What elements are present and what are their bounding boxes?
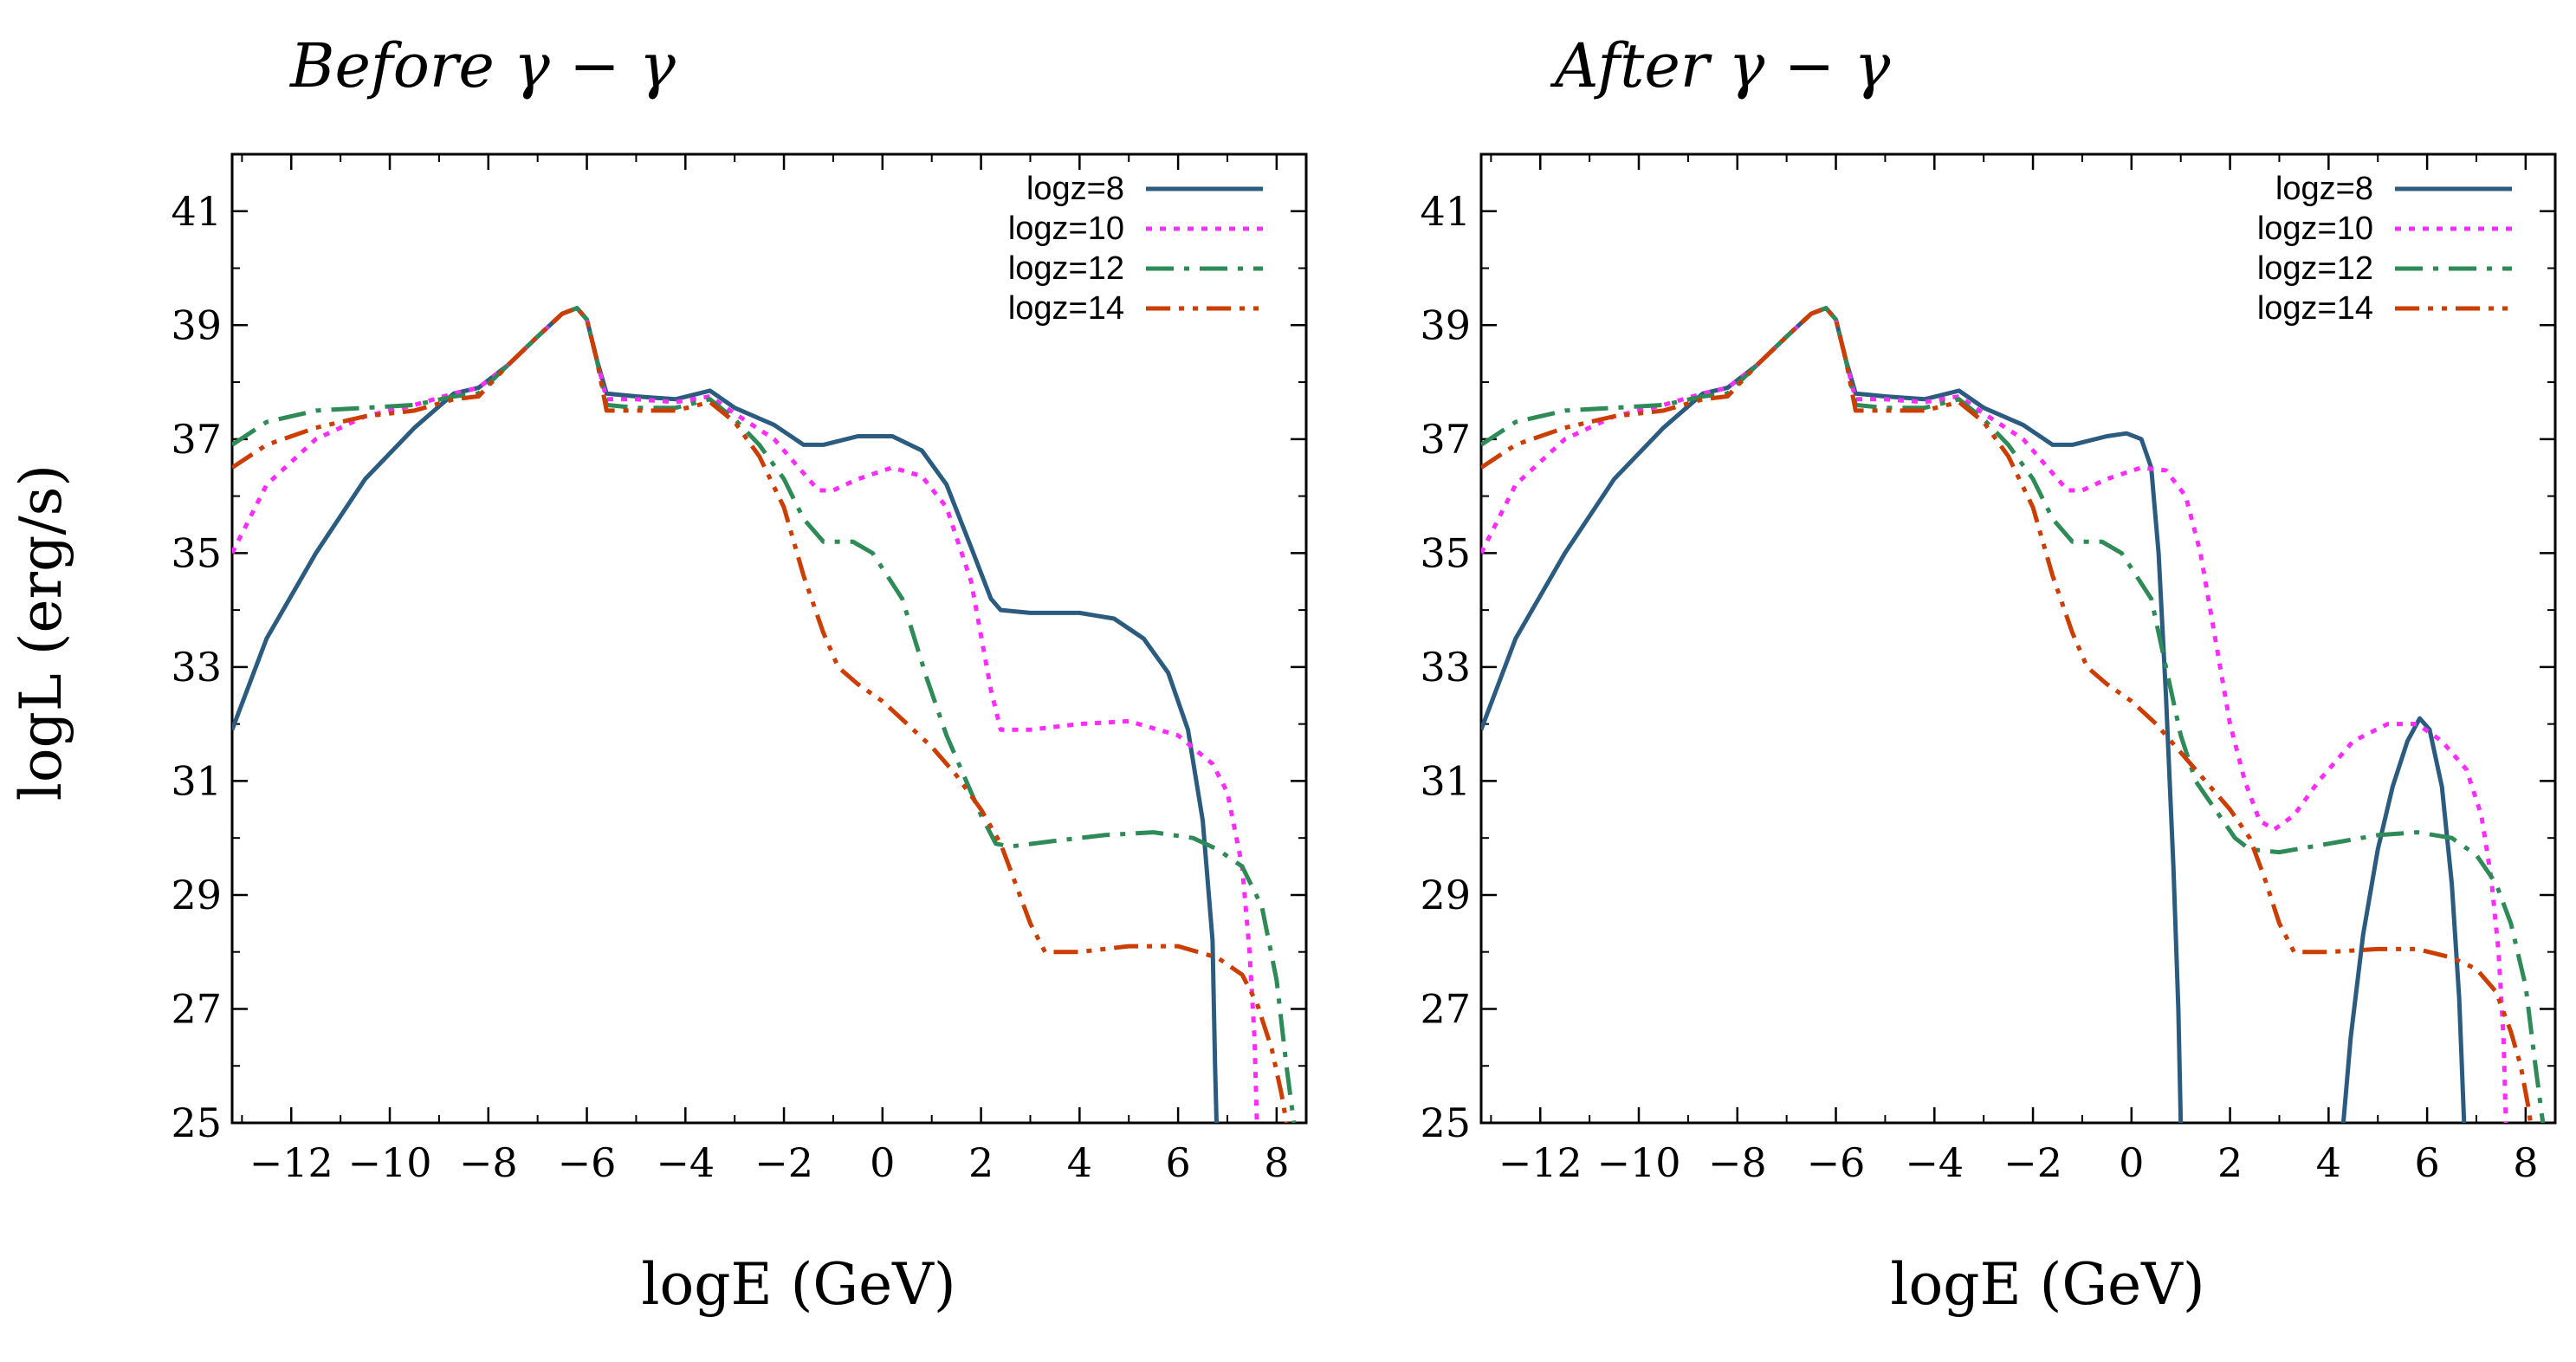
series-line-logz-12 [232, 306, 1297, 1123]
series-line-logz-10 [1481, 306, 2508, 1123]
x-tick-label: 0 [2119, 1139, 2144, 1186]
legend-label: logz=14 [1008, 290, 1124, 327]
plot-frame [230, 152, 1308, 1125]
x-tick-label: 8 [1264, 1139, 1289, 1186]
x-tick-label: −8 [459, 1139, 518, 1186]
legend-label: logz=8 [2275, 171, 2373, 207]
x-tick-label: −6 [558, 1139, 617, 1186]
chart-panel-before: Before γ − γ logE (GeV) −12 −10 −8 −6 −4 −2 0 2 4 6… [171, 30, 1308, 1318]
x-tick-label: −10 [1596, 1139, 1680, 1186]
x-tick-label: 0 [870, 1139, 895, 1186]
series-line-logz-8 [232, 306, 1219, 1123]
plot-frame [1479, 152, 2557, 1125]
series-line-logz-10 [232, 306, 1259, 1123]
x-tick-label: −12 [249, 1139, 333, 1186]
series-line-logz-12 [1481, 306, 2546, 1123]
y-tick-label: 25 [1420, 1099, 1471, 1146]
x-tick-label: 8 [2513, 1139, 2538, 1186]
x-tick-label: −4 [656, 1139, 715, 1186]
x-tick-label: −8 [1708, 1139, 1767, 1186]
x-tick-label: −10 [347, 1139, 431, 1186]
x-tick-label: −4 [1905, 1139, 1964, 1186]
legend-label: logz=10 [2257, 211, 2373, 247]
y-axis-label: logL (erg/s) [8, 464, 74, 801]
x-tick-label: −2 [2003, 1139, 2062, 1186]
y-tick-label: 27 [171, 985, 222, 1032]
x-axis-label: logE (GeV) [641, 1251, 955, 1318]
y-tick-label: 33 [171, 644, 222, 691]
y-tick-label: 31 [1420, 757, 1471, 804]
y-tick-label: 29 [1420, 872, 1471, 918]
chart-title: After γ − γ [1550, 30, 1890, 101]
y-tick-label: 31 [171, 757, 222, 804]
series-line-logz-14 [1481, 306, 2534, 1123]
series-line-logz-14 [232, 306, 1289, 1123]
series-line-logz-8 [2340, 716, 2467, 1123]
legend-label: logz=8 [1026, 171, 1124, 207]
y-tick-label: 37 [1420, 416, 1471, 463]
chart-panel-after: After γ − γ logE (GeV) −12 −10 −8 −6 −4 −2 0 2 4 6 8… [1420, 30, 2557, 1318]
y-tick-label: 37 [171, 416, 222, 463]
x-tick-label: −6 [1807, 1139, 1866, 1186]
y-tick-label: 35 [1420, 529, 1471, 576]
y-tick-label: 27 [1420, 985, 1471, 1032]
legend-label: logz=12 [1008, 250, 1124, 287]
x-axis-label: logE (GeV) [1890, 1251, 2204, 1318]
x-tick-label: −2 [754, 1139, 813, 1186]
y-tick-label: 39 [171, 302, 222, 348]
x-tick-label: 2 [968, 1139, 994, 1186]
y-tick-label: 25 [171, 1099, 222, 1146]
x-tick-label: 6 [2414, 1139, 2439, 1186]
y-tick-label: 41 [1420, 188, 1471, 235]
x-tick-label: 4 [1067, 1139, 1092, 1186]
y-tick-label: 39 [1420, 302, 1471, 348]
y-tick-label: 35 [171, 529, 222, 576]
x-tick-label: 2 [2217, 1139, 2243, 1186]
y-tick-label: 29 [171, 872, 222, 918]
legend-label: logz=10 [1008, 211, 1124, 247]
x-tick-label: −12 [1498, 1139, 1582, 1186]
x-tick-label: 4 [2316, 1139, 2341, 1186]
y-tick-label: 41 [171, 188, 222, 235]
legend-label: logz=12 [2257, 250, 2373, 287]
y-tick-label: 33 [1420, 644, 1471, 691]
chart-title: Before γ − γ [288, 30, 676, 101]
x-tick-label: 6 [1165, 1139, 1190, 1186]
legend-label: logz=14 [2257, 290, 2373, 327]
